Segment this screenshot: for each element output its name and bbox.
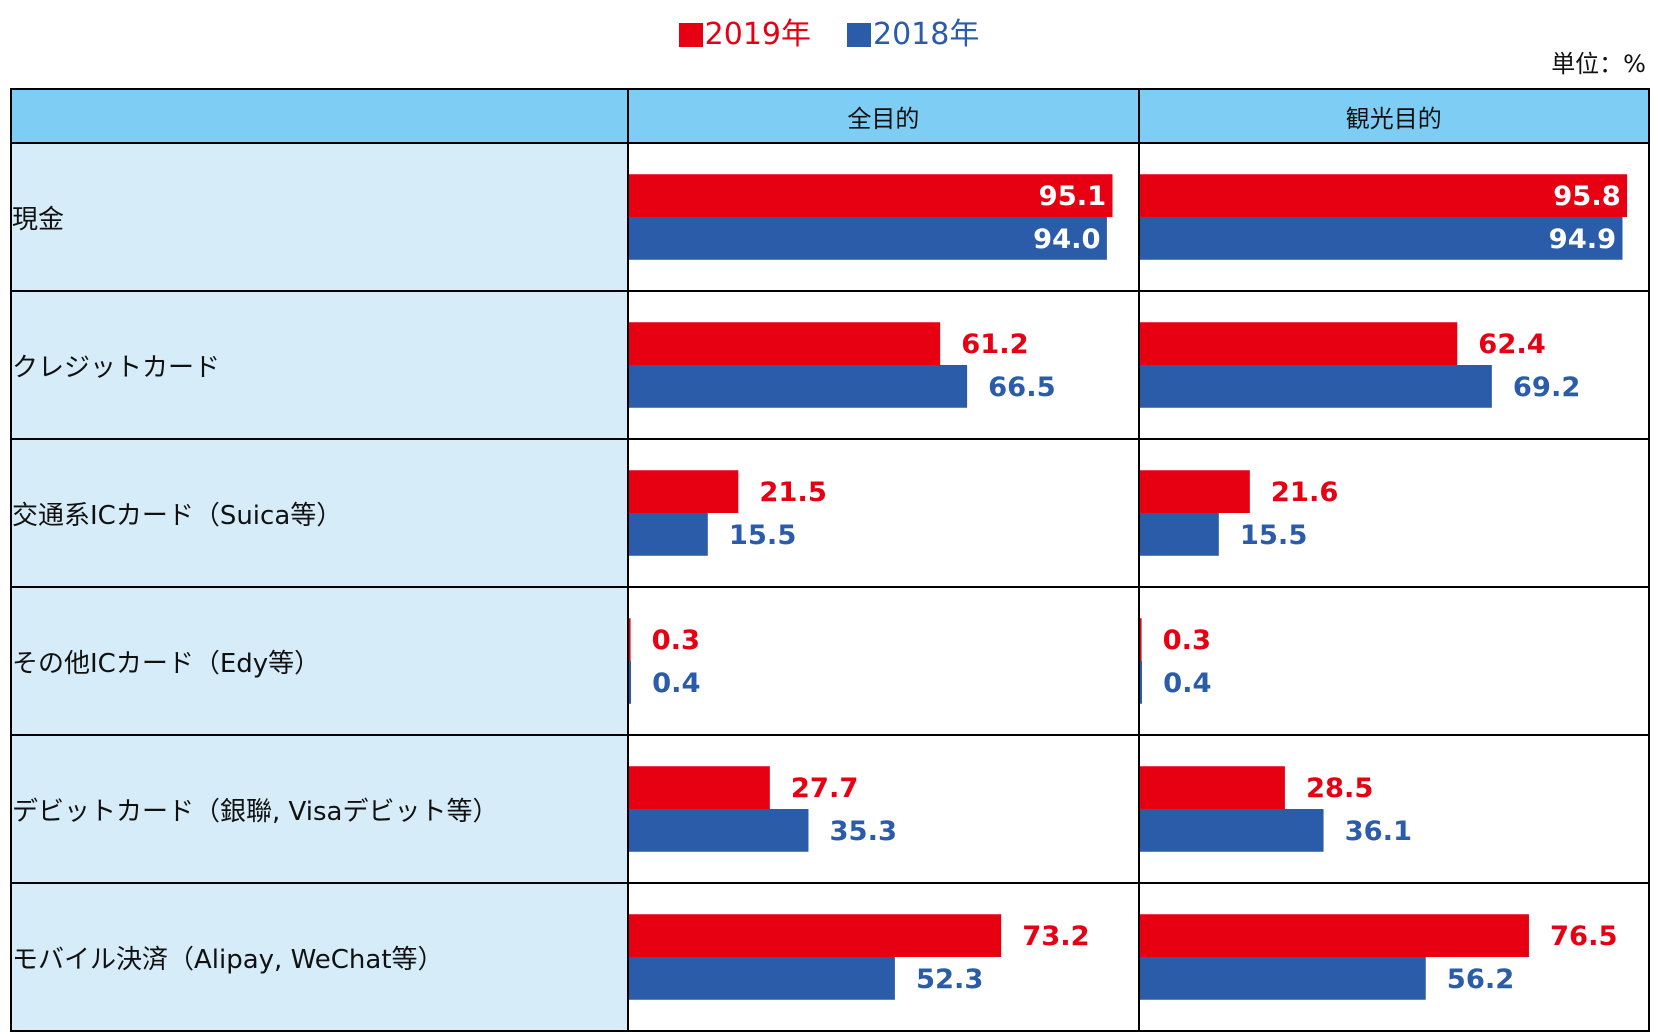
category-label: 交通系ICカード（Suica等） (9, 438, 630, 588)
data-label: 28.5 (1306, 773, 1374, 804)
bar-plot: 61.2 66.5 (629, 322, 1056, 408)
data-label: 35.3 (830, 816, 898, 847)
table-row: モバイル決済（Alipay, WeChat等） 73.2 52.3 76.5 56.2 (9, 882, 1651, 1032)
data-label: 69.2 (1512, 372, 1580, 403)
bar (1139, 914, 1529, 957)
bar-plot: 27.7 35.3 (629, 766, 898, 852)
data-label: 94.0 (1033, 224, 1101, 255)
data-label: 21.6 (1270, 477, 1338, 508)
bar-cell: 61.2 66.5 (627, 290, 1140, 440)
header-row: 全目的 観光目的 (9, 88, 1651, 144)
data-label: 21.5 (760, 477, 828, 508)
bar (629, 957, 896, 1000)
data-label: 52.3 (916, 964, 984, 995)
bar-plot: 21.6 15.5 (1139, 470, 1338, 556)
bar-cell: 73.2 52.3 (627, 882, 1140, 1032)
data-label: 95.8 (1553, 181, 1621, 212)
header-corner (9, 88, 630, 144)
bar (1139, 470, 1250, 513)
bar-cell: 21.5 15.5 (627, 438, 1140, 588)
bar-plot: 28.5 36.1 (1139, 766, 1412, 852)
bar-cell: 0.3 0.4 (627, 586, 1140, 736)
bar-cell: 76.5 56.2 (1137, 882, 1651, 1032)
bar-plot: 21.5 15.5 (629, 470, 828, 556)
bar (629, 661, 632, 704)
category-label: モバイル決済（Alipay, WeChat等） (9, 882, 630, 1032)
bar-plot: 95.1 94.0 (629, 174, 1113, 260)
legend-swatch (847, 23, 871, 47)
data-label: 0.4 (1163, 668, 1211, 699)
data-label: 0.3 (652, 625, 700, 656)
data-label: 0.3 (1162, 625, 1210, 656)
bar-cell: 28.5 36.1 (1137, 734, 1651, 884)
legend-item: 2018年 (847, 14, 979, 56)
legend-label: 2018年 (873, 17, 980, 52)
column-header-sightseeing: 観光目的 (1137, 88, 1651, 144)
bar (1139, 217, 1623, 260)
bar-cell: 0.3 0.4 (1137, 586, 1651, 736)
bar (629, 809, 809, 852)
table-row: 交通系ICカード（Suica等） 21.5 15.5 21.6 15.5 (9, 438, 1651, 588)
bar (1139, 513, 1219, 556)
bar (1139, 618, 1142, 661)
data-label: 76.5 (1550, 921, 1618, 952)
category-label: クレジットカード (9, 290, 630, 440)
bar-plot: 73.2 52.3 (629, 914, 1090, 1000)
table-row: 現金 95.1 94.0 95.8 94.9 (9, 142, 1651, 292)
bar (629, 513, 708, 556)
data-label: 27.7 (791, 773, 859, 804)
bar (1139, 661, 1142, 704)
unit-label: 単位：% (1551, 50, 1646, 78)
bar-plot: 62.4 69.2 (1139, 322, 1580, 408)
bar (629, 618, 631, 661)
data-label: 94.9 (1548, 224, 1616, 255)
data-label: 36.1 (1344, 816, 1412, 847)
bar (1139, 766, 1285, 809)
legend-item: 2019年 (678, 14, 811, 56)
bar (1139, 957, 1426, 1000)
legend-swatch (678, 23, 703, 47)
bar (629, 365, 968, 408)
bar (1139, 174, 1627, 217)
bar-plot: 95.8 94.9 (1139, 174, 1627, 260)
data-label: 66.5 (988, 372, 1056, 403)
bar (629, 766, 770, 809)
data-label: 73.2 (1022, 921, 1090, 952)
data-label: 0.4 (652, 668, 700, 699)
bar-cell: 62.4 69.2 (1137, 290, 1651, 440)
bar-cell: 95.1 94.0 (627, 142, 1140, 292)
bar-plot: 0.30.4 (1139, 618, 1211, 704)
data-label: 62.4 (1478, 329, 1546, 360)
data-label: 15.5 (1239, 520, 1307, 551)
category-label: デビットカード（銀聯, Visaデビット等） (9, 734, 630, 884)
data-label: 95.1 (1039, 181, 1107, 212)
bar (629, 174, 1113, 217)
chart-legend: 2019年 2018年 (0, 14, 1658, 59)
bar (1139, 365, 1492, 408)
bar-cell: 95.8 94.9 (1137, 142, 1651, 292)
bar-plot: 0.30.4 (629, 618, 701, 704)
bar (629, 322, 941, 365)
table-row: その他ICカード（Edy等） 0.3 0.4 0.3 0.4 (9, 586, 1651, 736)
bar (629, 470, 739, 513)
category-label: 現金 (9, 142, 630, 292)
bar-cell: 21.6 15.5 (1137, 438, 1651, 588)
table-row: デビットカード（銀聯, Visaデビット等） 27.7 35.3 28.5 36.1 (9, 734, 1651, 884)
category-label: その他ICカード（Edy等） (9, 586, 630, 736)
data-label: 56.2 (1446, 964, 1514, 995)
table-row: クレジットカード 61.2 66.5 62.4 69.2 (9, 290, 1651, 440)
data-label: 15.5 (729, 520, 797, 551)
bar (1139, 322, 1457, 365)
column-header-all-purposes: 全目的 (627, 88, 1140, 144)
bar (629, 217, 1108, 260)
data-label: 61.2 (961, 329, 1029, 360)
bar (629, 914, 1002, 957)
bar-plot: 76.5 56.2 (1139, 914, 1618, 1000)
legend-label: 2019年 (704, 17, 811, 52)
chart-table: 全目的 観光目的 現金 95.1 94.0 95.8 94.9 クレジットカード 61.2 6… (9, 88, 1651, 1032)
bar (1139, 809, 1324, 852)
bar-cell: 27.7 35.3 (627, 734, 1140, 884)
